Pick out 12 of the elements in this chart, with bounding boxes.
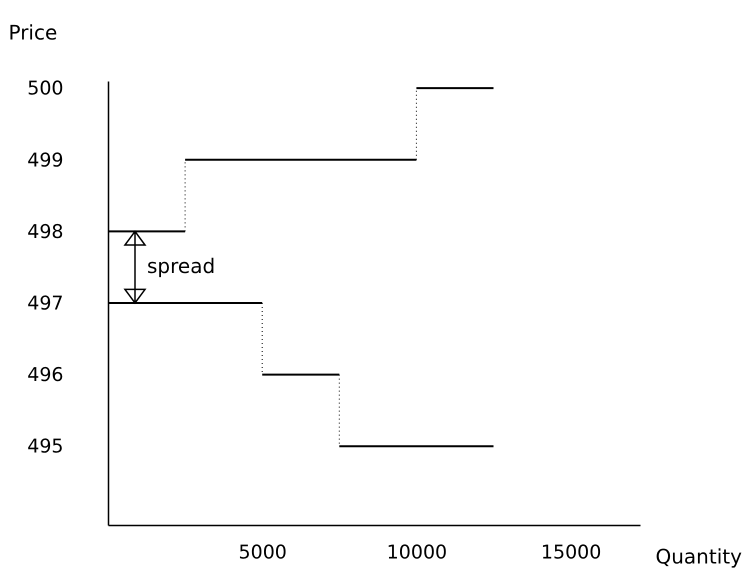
- y-tick-label: 498: [27, 220, 64, 243]
- x-tick-label: 5000: [238, 542, 287, 564]
- y-tick-label: 496: [27, 364, 64, 386]
- x-tick-label: 10000: [386, 542, 448, 564]
- x-axis-title: Quantity: [656, 544, 742, 568]
- y-tick-label: 499: [27, 149, 64, 172]
- y-axis-title: Price: [8, 20, 58, 44]
- y-tick-label: 500: [27, 78, 64, 100]
- y-tick-label: 497: [27, 292, 64, 314]
- annotation: spread: [147, 254, 216, 278]
- x-tick-label: 15000: [540, 542, 602, 564]
- y-tick-label: 495: [27, 436, 64, 458]
